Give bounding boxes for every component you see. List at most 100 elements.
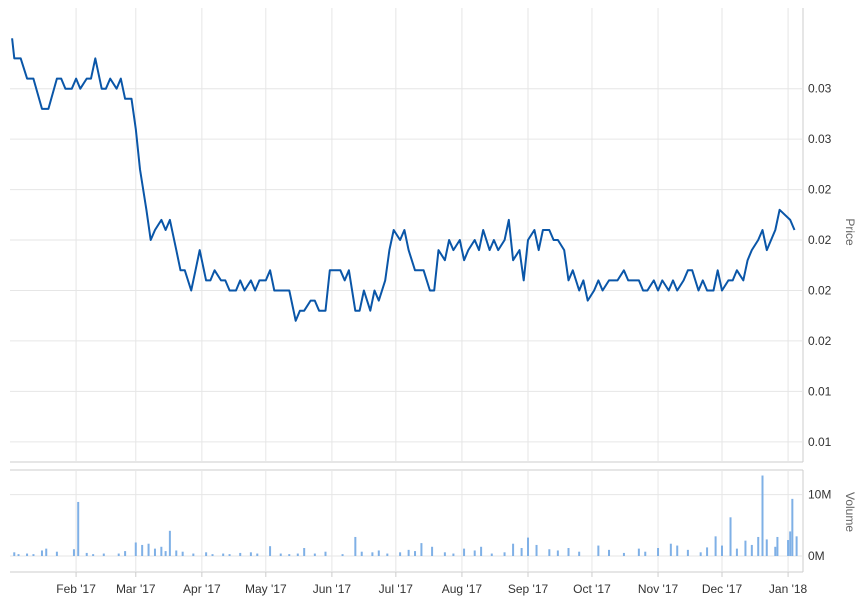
volume-bar [699, 552, 702, 556]
volume-bar [134, 542, 137, 556]
volume-bar [256, 553, 259, 556]
volume-bar [597, 545, 600, 556]
x-tick-label: Sep '17 [508, 582, 549, 596]
volume-bar [222, 553, 225, 556]
volume-bar [102, 553, 105, 556]
volume-bar [548, 549, 551, 556]
volume-bar [787, 540, 790, 556]
volume-bar [354, 536, 357, 556]
volume-bar [45, 548, 48, 556]
price-tick-label: 0.03 [808, 82, 832, 96]
volume-bar [324, 551, 327, 556]
volume-bar [757, 536, 760, 556]
price-tick-label: 0.01 [808, 435, 832, 449]
x-tick-label: Jan '18 [769, 582, 808, 596]
price-grid [10, 8, 804, 463]
volume-bar [503, 552, 506, 556]
volume-bar [205, 552, 208, 556]
x-tick-label: Dec '17 [702, 582, 743, 596]
x-tick-label: Mar '17 [116, 582, 156, 596]
volume-bar [706, 547, 709, 556]
volume-bar [124, 551, 127, 556]
volume-bar [420, 543, 423, 556]
price-tick-label: 0.02 [808, 334, 832, 348]
price-tick-label: 0.02 [808, 233, 832, 247]
volume-bar [85, 552, 88, 556]
volume-bar [473, 550, 476, 556]
volume-tick-label: 10M [808, 488, 831, 502]
price-tick-label: 0.01 [808, 384, 832, 398]
volume-bar [279, 553, 282, 556]
volume-bar [714, 536, 717, 556]
volume-bar [147, 543, 150, 556]
volume-bar [567, 548, 570, 556]
x-tick-label: Aug '17 [442, 582, 483, 596]
volume-bar [371, 552, 374, 556]
volume-bar [77, 501, 80, 556]
volume-bar [512, 543, 515, 556]
x-tick-label: Jul '17 [379, 582, 414, 596]
volume-bar [249, 552, 252, 556]
volume-bar [729, 517, 732, 556]
volume-bar [791, 498, 794, 556]
volume-bar [686, 549, 689, 556]
volume-bar [480, 546, 483, 556]
volume-bar [735, 548, 738, 556]
volume-axis-title: Volume [843, 492, 857, 532]
x-axis-ticks: Feb '17 Mar '17 Apr '17 May '17 Jun '17 Jul '… [56, 582, 807, 596]
x-tick-label: Feb '17 [56, 582, 96, 596]
volume-bar [463, 548, 466, 556]
volume-bar [269, 546, 272, 556]
x-tick-label: Apr '17 [183, 582, 221, 596]
volume-bar [313, 553, 316, 556]
volume-bar [377, 550, 380, 556]
volume-bar [32, 554, 35, 556]
volume-bar [341, 554, 344, 556]
volume-bar [13, 552, 16, 556]
price-series [11, 38, 796, 322]
volume-bar [657, 548, 660, 556]
volume-bar [168, 530, 171, 556]
x-tick-label: Jun '17 [313, 582, 352, 596]
x-tick-label: Nov '17 [638, 582, 679, 596]
volume-bar [644, 551, 647, 556]
volume-bar [520, 548, 523, 556]
volume-bar [360, 551, 363, 556]
price-tick-label: 0.02 [808, 183, 832, 197]
volume-bar [774, 546, 777, 556]
volume-bar [55, 551, 58, 556]
volume-bar [117, 553, 120, 556]
volume-bar [744, 540, 747, 556]
price-axis-title: Price [843, 218, 857, 246]
volume-bar [211, 554, 214, 556]
volume-bar [795, 536, 798, 556]
volume-bar [141, 544, 144, 556]
volume-bar [181, 551, 184, 556]
volume-bar [720, 545, 723, 556]
month-grid [75, 8, 789, 577]
volume-bar [160, 546, 163, 556]
volume-bars [13, 475, 798, 556]
volume-bar [17, 554, 20, 556]
volume-bar [669, 543, 672, 556]
volume-bar [288, 554, 291, 556]
volume-tick-label: 0M [808, 549, 825, 563]
volume-bar [175, 550, 178, 556]
volume-bar [228, 554, 231, 556]
volume-bar [608, 549, 611, 556]
volume-bar [431, 546, 434, 556]
volume-bar [303, 548, 306, 556]
volume-bar [535, 544, 538, 556]
volume-bar [296, 553, 299, 556]
volume-bar [490, 553, 493, 556]
volume-bar [26, 553, 29, 556]
price-line [11, 38, 796, 322]
volume-bar [40, 550, 43, 556]
x-tick-label: May '17 [245, 582, 287, 596]
volume-bar [452, 553, 455, 556]
x-tick-label: Oct '17 [573, 582, 611, 596]
volume-bar [164, 551, 167, 556]
price-tick-label: 0.02 [808, 283, 832, 297]
